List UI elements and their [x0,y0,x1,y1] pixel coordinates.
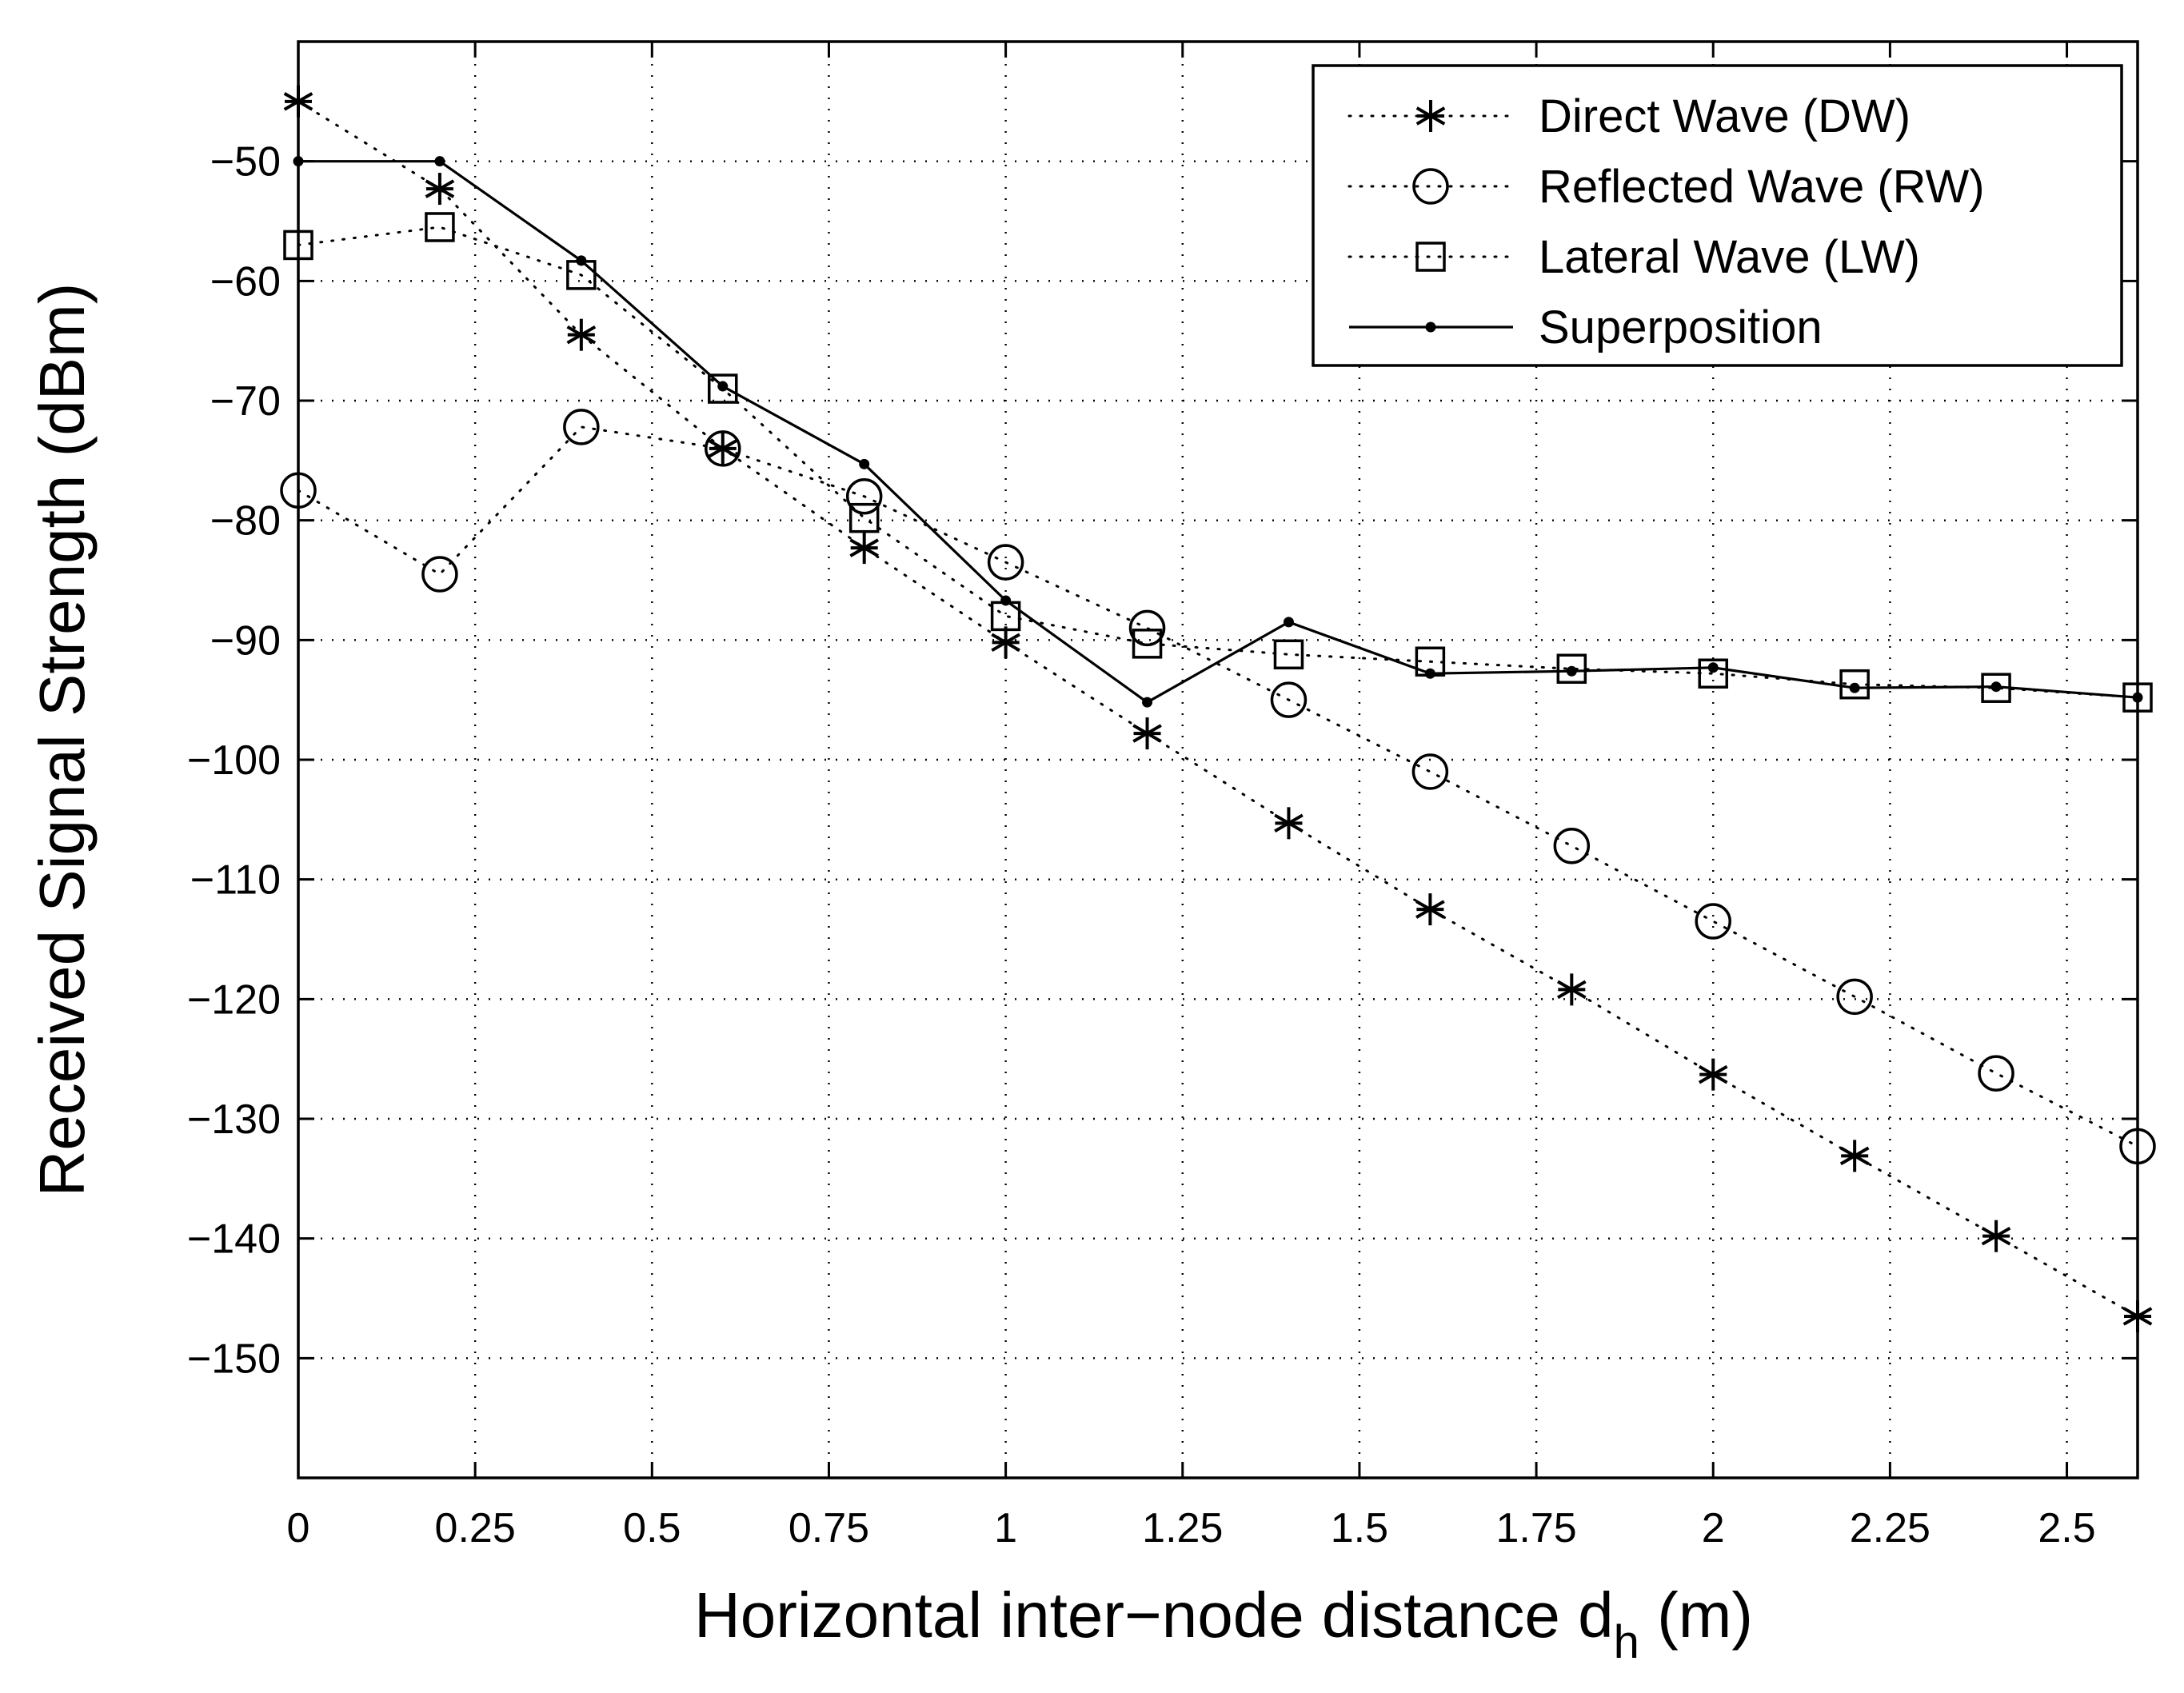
asterisk-marker [1981,1220,2011,1252]
grid [298,42,2138,1478]
asterisk-marker [991,626,1020,659]
x-tick-label: 2.25 [1850,1505,1930,1551]
x-tick-label: 2.5 [2038,1505,2095,1551]
x-tick-label: 1.5 [1331,1505,1388,1551]
dot-marker [1000,595,1012,606]
legend-label: Reflected Wave (RW) [1539,161,1985,213]
asterisk-marker [1274,807,1304,840]
circle-marker [1412,168,1449,205]
asterisk-marker [1698,1058,1728,1091]
square-marker [1415,242,1446,272]
circle-marker [1128,609,1166,647]
dot-marker [859,458,870,469]
square-marker [1698,658,1728,689]
square-marker [1839,669,1870,700]
legend: Direct Wave (DW) Reflected Wave (RW) Later… [1312,64,2123,367]
asterisk-marker [425,173,455,206]
asterisk-marker [1132,717,1162,750]
x-tick-label: 1 [994,1505,1017,1551]
circle-marker [987,544,1024,581]
square-marker [425,212,455,242]
dot-marker [1566,665,1577,677]
circle-marker [1978,1055,2014,1092]
y-tick-label: −70 [210,378,281,425]
circle-marker [1270,681,1308,718]
x-axis-label: Horizontal inter−node distance dh (m) [694,1579,1753,1668]
series-layer [280,85,2156,1332]
asterisk-marker [708,432,738,465]
dot-marker [717,381,729,392]
series-line-square [297,226,2139,699]
circle-marker [845,477,883,515]
x-axis-label-unit: (m) [1639,1579,1753,1651]
x-tick-label: 1.25 [1142,1505,1223,1551]
circle-marker [563,409,600,445]
x-tick-label: 1.75 [1495,1505,1576,1551]
series-line-dot [298,160,2138,705]
series-line-circle [297,425,2139,1148]
circle-marker [1411,753,1449,790]
y-tick-label: −90 [210,617,281,664]
y-axis-label: Received Signal Strength (dBm) [26,283,98,1197]
square-marker [1273,639,1304,670]
asterisk-marker [1839,1140,1870,1172]
dot-marker [1707,662,1719,673]
x-axis-label-main: Horizontal inter−node distance d [694,1579,1614,1651]
circle-marker [705,430,741,467]
x-tick-label: 0 [287,1505,310,1551]
y-tick-label: −80 [210,498,281,545]
y-tick-label: −100 [187,737,281,784]
asterisk-marker [1415,893,1445,926]
dot-marker [1425,321,1436,333]
axis-ticks [297,42,2138,1478]
dot-marker [1849,682,1860,693]
square-marker [708,373,738,404]
x-tick-label: 0.75 [789,1505,869,1551]
circle-marker [1553,828,1591,864]
x-tick-label: 0.25 [435,1505,516,1551]
asterisk-marker [1415,100,1446,132]
x-tick-label: 0.5 [623,1505,681,1551]
y-tick-label: −130 [187,1096,281,1143]
y-tick-label: −110 [190,857,281,904]
y-tick-label: −150 [187,1336,281,1382]
asterisk-marker [849,532,880,565]
circle-marker [1836,978,1873,1016]
x-tick-label: 2 [1702,1505,1725,1551]
dot-marker [576,255,587,266]
y-tick-label: −50 [210,139,281,186]
legend-label: Superposition [1539,301,1823,353]
dot-marker [434,156,445,167]
legend-label: Lateral Wave (LW) [1539,231,1920,283]
series-dot [293,156,2143,708]
legend-label: Direct Wave (DW) [1539,90,1911,142]
asterisk-marker [566,318,597,351]
dot-marker [1990,681,2002,693]
dot-marker [1283,617,1294,628]
x-axis-label-subscript: h [1614,1616,1639,1668]
square-marker [1132,629,1163,659]
circle-marker [1695,903,1731,940]
series-line-asterisk [297,100,2139,1318]
dot-marker [1424,668,1435,679]
legend-box [1312,64,2123,367]
circle-marker [421,556,458,593]
y-tick-label: −60 [210,258,281,305]
square-marker [1556,653,1587,685]
dot-marker [1142,697,1153,708]
y-tick-label: −120 [187,976,281,1023]
y-tick-label: −140 [187,1216,281,1263]
asterisk-marker [1556,973,1587,1006]
tick-labels: 0 0.25 0.5 0.75 1 1.25 1.5 1.75 2 2.25 2.5 −150 −140… [187,139,2096,1551]
square-marker [848,502,880,533]
